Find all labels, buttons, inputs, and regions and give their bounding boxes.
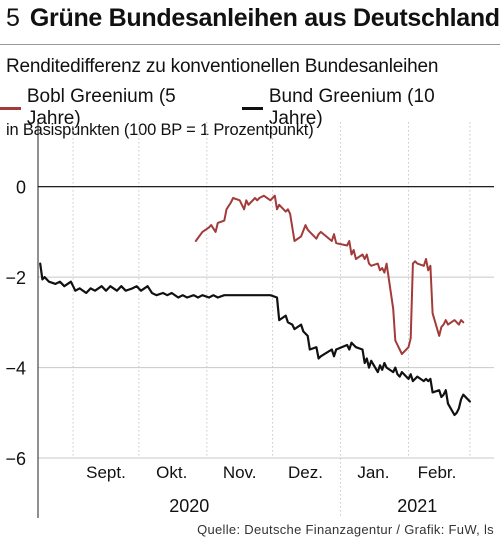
title-divider [0,44,500,45]
legend-swatch-bobl [0,106,21,110]
series-line-bund [39,262,471,417]
series-line-bobl [194,194,465,355]
legend-label-bobl: Bobl Greenium (5 Jahre) [26,86,176,129]
year-label: 2021 [397,496,437,516]
y-tick-label: −2 [5,268,26,288]
chart-subtitle: Renditedifferenz zu konventionellen Bund… [6,56,439,77]
y-tick-label: −4 [5,359,26,379]
legend-item-bobl: Bobl Greenium (5 Jahre) [0,86,224,130]
legend-label-bund: Bund Greenium (10 Jahre) [268,86,435,129]
x-tick-label: Nov. [223,463,257,482]
y-axis-unit-label: in Basispunkten (100 BP = 1 Prozentpunkt… [6,121,314,139]
x-tick-label: Jan. [357,463,389,482]
title-row: 5 Grüne Bundesanleihen aus Deutschland [6,4,500,44]
year-label: 2020 [169,496,209,516]
x-tick-label: Okt. [156,463,187,482]
y-tick-label: −6 [5,449,26,469]
legend: Bobl Greenium (5 Jahre) Bund Greenium (1… [0,86,500,130]
chart-title: Grüne Bundesanleihen aus Deutschland [29,4,500,32]
x-tick-label: Sept. [86,463,126,482]
y-tick-label: 0 [16,178,26,198]
x-tick-label: Febr. [418,463,457,482]
source-note: Quelle: Deutsche Finanzagentur / Grafik:… [197,522,494,537]
legend-item-bund: Bund Greenium (10 Jahre) [241,86,482,130]
legend-swatch-bund [241,106,263,110]
x-tick-label: Dez. [288,463,323,482]
figure-number: 5 [6,4,20,32]
